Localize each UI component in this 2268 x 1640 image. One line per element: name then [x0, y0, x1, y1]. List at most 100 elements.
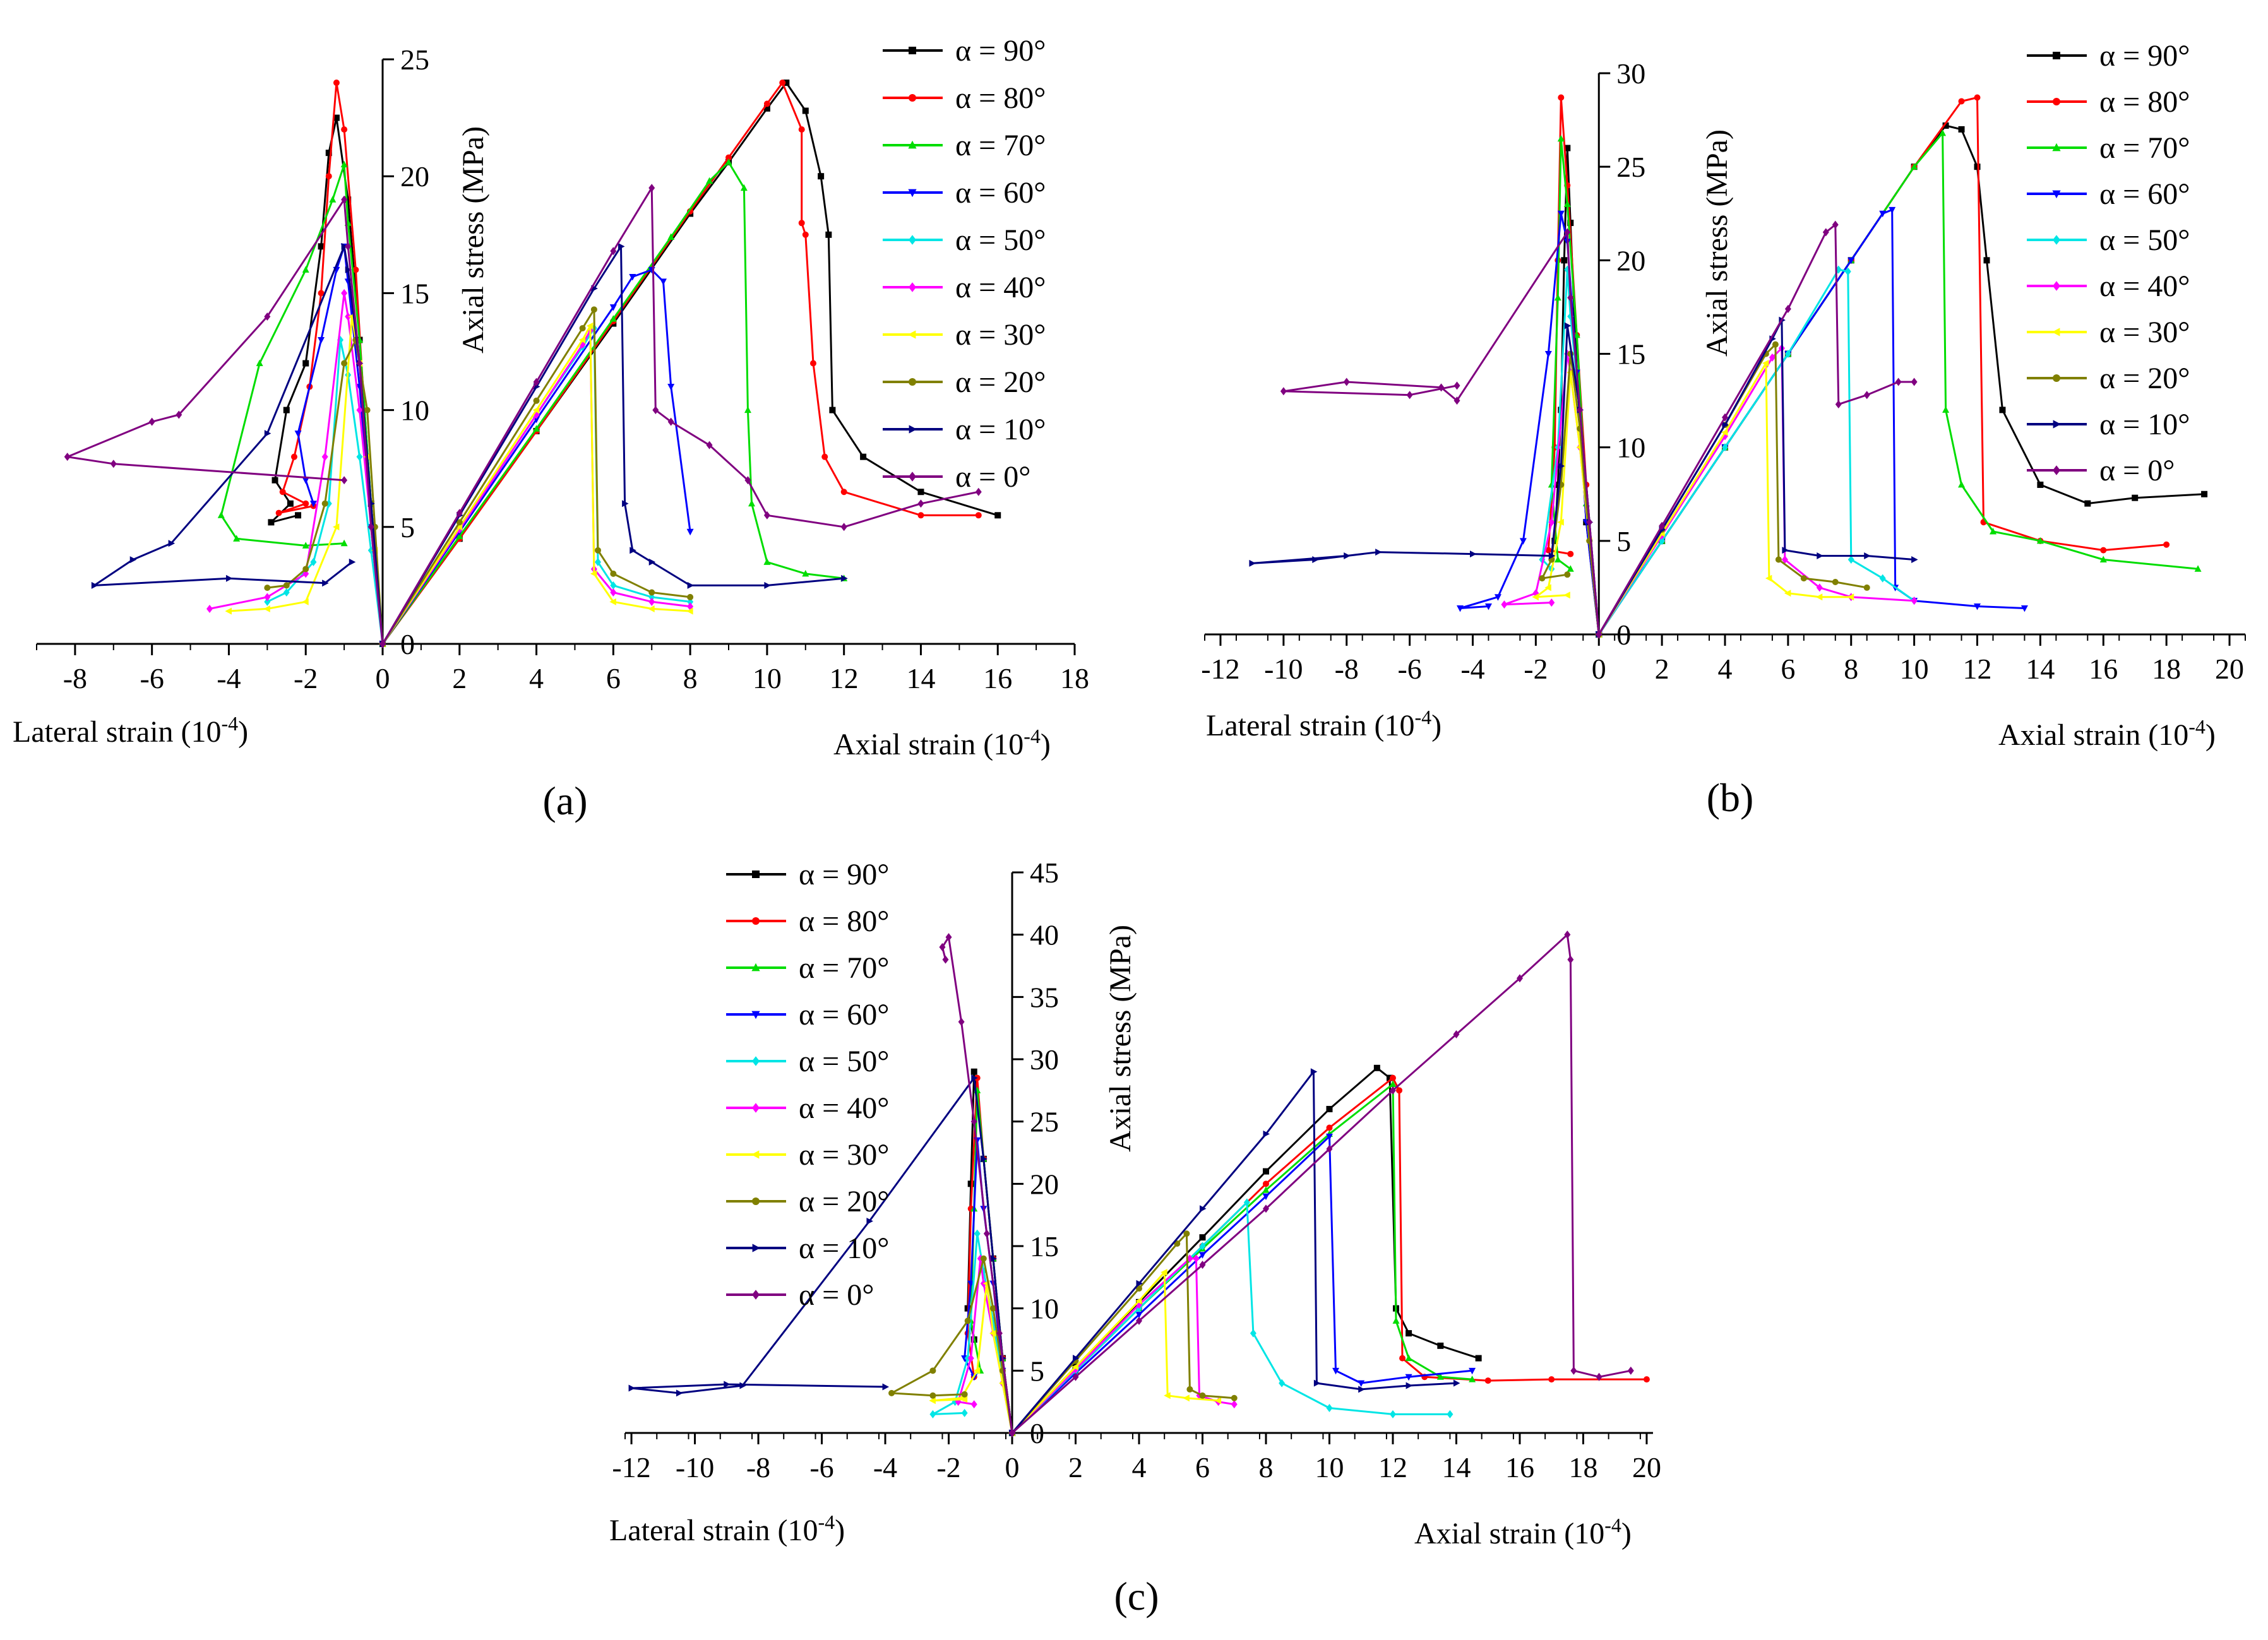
data-point	[302, 542, 309, 549]
data-point	[225, 574, 233, 582]
data-point	[1484, 603, 1492, 610]
axial-strain-line	[1011, 1135, 1472, 1434]
data-point	[279, 489, 286, 496]
axial-strain-line	[381, 81, 979, 645]
data-point	[1815, 593, 1823, 601]
panel-label: (a)	[542, 778, 587, 823]
data-point	[961, 1391, 968, 1398]
legend-marker	[752, 1103, 760, 1113]
data-point	[345, 242, 352, 251]
data-point	[1558, 462, 1565, 470]
data-point	[618, 242, 625, 250]
x-tick-label: 20	[2215, 653, 2244, 685]
data-point	[1895, 377, 1902, 386]
x-tick-label: 14	[906, 662, 935, 694]
axial-strain-line	[1597, 208, 2025, 635]
data-point	[1832, 579, 1839, 586]
axial-strain-line	[1597, 362, 1851, 635]
data-point	[1817, 552, 1823, 560]
legend-marker	[908, 189, 917, 198]
series	[929, 1268, 1222, 1437]
axial-strain-line	[1011, 1201, 1450, 1434]
data-point	[1313, 1379, 1321, 1387]
data-point	[1447, 1410, 1453, 1418]
data-point	[1911, 556, 1918, 563]
data-point	[1844, 267, 1851, 276]
data-point	[764, 581, 771, 589]
data-point	[961, 1408, 968, 1417]
data-point	[829, 407, 836, 413]
data-point	[578, 336, 586, 343]
data-point	[1262, 1193, 1270, 1201]
y-tick-label: 40	[1030, 919, 1059, 951]
data-point	[341, 476, 348, 485]
data-point	[1847, 593, 1854, 601]
data-point	[1199, 1242, 1206, 1251]
x-tick-label: 14	[2026, 653, 2055, 685]
y-tick-label: 25	[400, 44, 429, 76]
legend-marker	[909, 378, 916, 386]
data-point	[629, 273, 636, 281]
legend-marker	[2053, 420, 2062, 429]
data-point	[264, 593, 271, 602]
data-point	[840, 489, 847, 496]
data-point	[1249, 559, 1256, 567]
data-point	[1186, 1386, 1193, 1393]
data-point	[341, 360, 348, 367]
data-point	[783, 80, 790, 86]
data-point	[176, 410, 182, 419]
legend-label: α = 90°	[799, 858, 889, 891]
data-point	[1548, 598, 1555, 607]
data-point	[1879, 574, 1886, 583]
data-point	[1781, 555, 1788, 564]
data-point	[809, 360, 816, 367]
legend-marker	[2052, 190, 2061, 199]
x-tick-label: 10	[753, 662, 782, 694]
legend-marker	[909, 472, 916, 482]
data-point	[802, 231, 809, 238]
data-point	[1889, 206, 1896, 214]
x-tick-label: 4	[1718, 653, 1733, 685]
panel-label: (c)	[1114, 1574, 1159, 1619]
data-point	[1532, 593, 1539, 601]
data-point	[1183, 1394, 1190, 1402]
data-point	[739, 1382, 746, 1389]
legend-label: α = 60°	[2099, 177, 2190, 211]
legend-label: α = 80°	[799, 905, 889, 938]
data-point	[1554, 294, 1561, 301]
data-point	[1494, 594, 1501, 601]
data-point	[1999, 407, 2006, 413]
data-point	[840, 523, 847, 532]
data-point	[1399, 1355, 1406, 1362]
data-point	[964, 1354, 971, 1363]
data-point	[1453, 1030, 1460, 1039]
data-point	[825, 231, 832, 238]
legend-label: α = 70°	[2099, 131, 2190, 165]
data-point	[2100, 547, 2107, 554]
data-point	[333, 114, 340, 121]
data-point	[802, 107, 809, 114]
data-point	[1539, 575, 1546, 582]
data-point	[1164, 1392, 1171, 1399]
legend-marker	[2053, 52, 2060, 59]
y-tick-label: 35	[1030, 981, 1059, 1013]
x-tick-label: 6	[1195, 1451, 1210, 1483]
data-point	[1375, 549, 1382, 556]
x-tick-label: 18	[2152, 653, 2181, 685]
data-point	[687, 581, 695, 589]
x-tick-label: 4	[1132, 1451, 1147, 1483]
axial-strain-line	[1011, 1257, 1234, 1434]
data-point	[349, 558, 356, 566]
data-point	[2020, 605, 2028, 612]
data-point	[168, 540, 176, 547]
legend-label: α = 0°	[799, 1278, 874, 1312]
panel-c: -12 -10 -8 -6 -4 -2 0 2 4 6 8 10 12 14 16 18 20051015202…	[609, 857, 1661, 1619]
legend-label: α = 0°	[955, 460, 1030, 494]
data-point	[973, 1367, 981, 1374]
x-tick-label: 18	[1568, 1451, 1597, 1483]
data-point	[1072, 1372, 1079, 1381]
x-tick-label: 2	[1068, 1451, 1083, 1483]
data-point	[1769, 353, 1776, 362]
data-point	[866, 1218, 873, 1225]
data-point	[648, 184, 655, 193]
